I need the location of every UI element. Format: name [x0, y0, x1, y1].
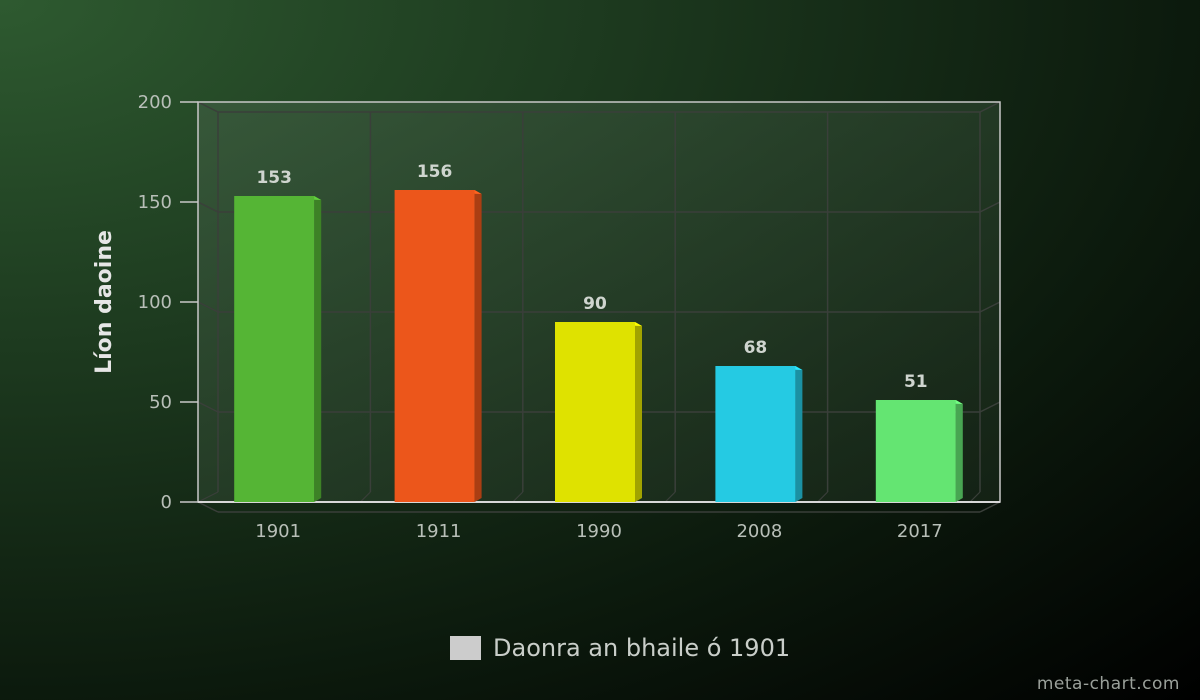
data-label: 153 [256, 168, 292, 188]
grid-line-y [197, 101, 219, 113]
watermark: meta-chart.com [1036, 674, 1180, 694]
data-label: 90 [583, 294, 607, 314]
grid-line-y [979, 301, 1001, 313]
grid-line-y [197, 401, 219, 413]
x-tick-label: 2017 [897, 521, 943, 542]
x-axis-ticks: 1901 1911 1990 2008 2017 [255, 521, 942, 542]
gridlines [197, 101, 1001, 513]
bar-front [555, 322, 635, 502]
grid-line-y [979, 401, 1001, 413]
data-label: 51 [904, 372, 928, 392]
y-axis-title: Líon daoine [92, 230, 117, 374]
bar-front [394, 190, 475, 502]
grid-line-y [979, 101, 1001, 113]
bar-2008 [715, 366, 803, 502]
bar-side [795, 366, 803, 502]
grid-line-x [197, 491, 219, 503]
bar-2017 [875, 400, 963, 502]
legend-label: Daonra an bhaile ó 1901 [493, 634, 791, 662]
data-label: 68 [744, 338, 768, 358]
data-label: 156 [417, 162, 453, 182]
grid-line-x [359, 491, 371, 503]
grid-line-y [979, 201, 1001, 213]
bar-1901 [234, 196, 322, 502]
y-tick-label: 50 [149, 392, 172, 413]
legend[interactable]: Daonra an bhaile ó 1901 [450, 634, 790, 662]
bar-front [875, 400, 956, 502]
grid-line-y [197, 301, 219, 313]
x-tick-label: 1901 [255, 521, 301, 542]
grid-line-y [197, 201, 219, 213]
grid-line-x [969, 491, 981, 503]
y-tick-label: 150 [138, 192, 172, 213]
x-tick-label: 1990 [576, 521, 622, 542]
grid-line-y [979, 501, 1001, 513]
bar-front [715, 366, 796, 502]
bar-side [955, 400, 963, 502]
bar-side [635, 322, 642, 502]
y-tick-label: 200 [138, 92, 172, 113]
y-tick-label: 0 [161, 492, 172, 513]
x-tick-label: 2008 [736, 521, 782, 542]
x-tick-label: 1911 [416, 521, 462, 542]
bars: 153 156 90 68 51 [234, 162, 963, 502]
y-axis-ticks: 0 50 100 150 200 [138, 92, 198, 513]
grid-line-x [664, 491, 676, 503]
bar-side [474, 190, 482, 502]
bar-front [234, 196, 315, 502]
grid-line-x [512, 491, 524, 503]
y-tick-label: 100 [138, 292, 172, 313]
bar-1911 [394, 190, 482, 502]
grid-line-y [197, 501, 219, 513]
bar-1990 [555, 322, 642, 502]
legend-swatch [450, 636, 481, 660]
bar-side [314, 196, 322, 502]
grid-line-x [817, 491, 829, 503]
